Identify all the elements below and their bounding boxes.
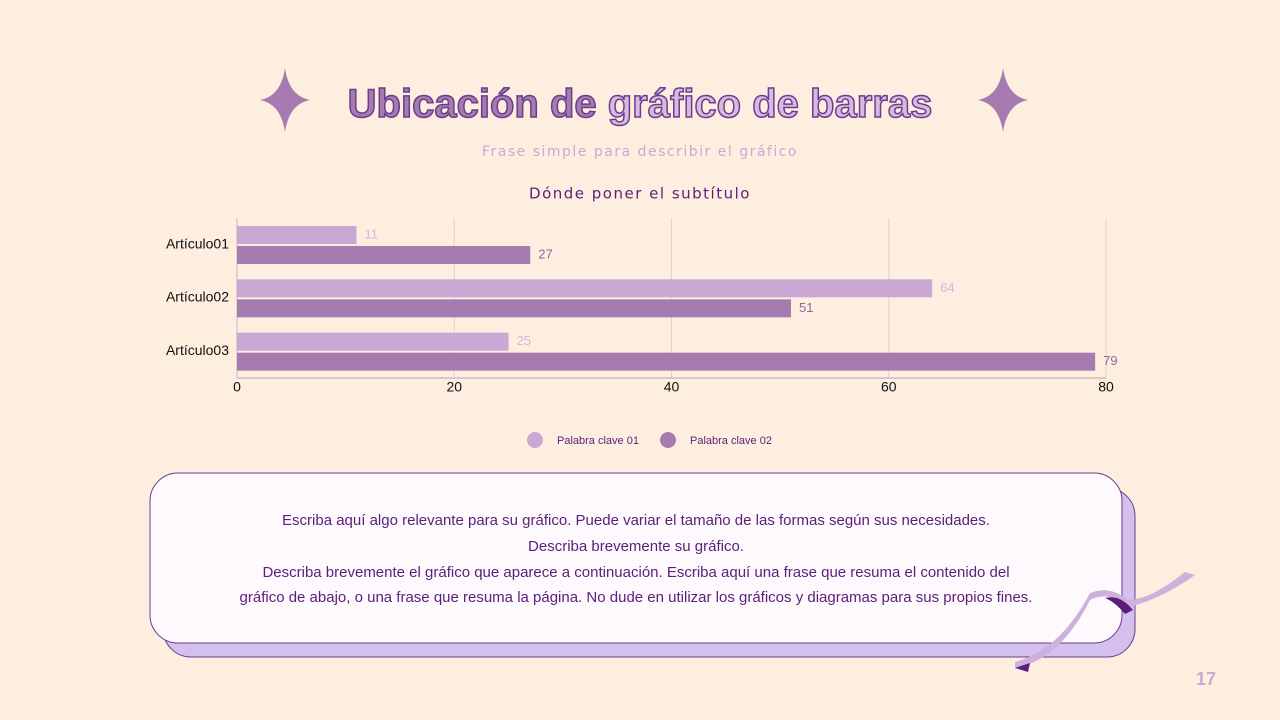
title-part: gráfico de barras	[608, 82, 933, 126]
legend-marker	[660, 432, 676, 448]
sparkle	[978, 68, 1028, 132]
x-tick-label: 0	[233, 379, 241, 395]
bar	[237, 246, 531, 264]
data-label: 64	[940, 280, 954, 295]
description-line: gráfico de abajo, o una frase que resuma…	[240, 589, 1033, 606]
y-tick-label: Artículo02	[166, 289, 229, 305]
data-label: 11	[364, 226, 378, 241]
x-tick-label: 80	[1098, 379, 1114, 395]
legend-marker	[527, 432, 543, 448]
page-number: 17	[1196, 669, 1216, 689]
bar	[237, 299, 791, 318]
ribbon	[1015, 572, 1195, 668]
description-line: Describa brevemente su gráfico.	[528, 538, 744, 555]
y-tick-label: Artículo01	[166, 235, 229, 251]
chart: 0 20 40 60 80 Artículo01 11 27 Artículo02 64 51 Art…	[166, 218, 1118, 448]
bar	[237, 352, 1096, 371]
data-label: 27	[538, 246, 552, 261]
bar	[237, 279, 933, 298]
description-line: Describa brevemente el gráfico que apare…	[262, 564, 1009, 581]
data-label: 51	[799, 300, 813, 315]
bar	[237, 332, 509, 351]
bar	[237, 226, 357, 244]
slide-title: Ubicación de gráfico de barras	[348, 82, 933, 126]
description-line: Escriba aquí algo relevante para su gráf…	[282, 512, 990, 529]
data-label: 25	[517, 333, 531, 348]
description: Escriba aquí algo relevante para su gráf…	[240, 512, 1033, 606]
x-tick-label: 20	[446, 379, 462, 395]
slide-subtitle: Frase simple para describir el gráfico	[482, 144, 798, 160]
x-tick-label: 60	[881, 379, 897, 395]
ribbon-fold	[1015, 663, 1030, 672]
sparkle	[260, 68, 310, 132]
card	[149, 472, 1123, 644]
ribbon-fold	[1105, 597, 1133, 614]
title-part: Ubicación de	[348, 82, 597, 126]
x-tick-label: 40	[664, 379, 680, 395]
legend-label: Palabra clave 01	[557, 435, 639, 447]
legend-label: Palabra clave 02	[690, 435, 772, 447]
data-label: 79	[1103, 353, 1117, 368]
y-tick-label: Artículo03	[166, 342, 229, 358]
chart-title: Dónde poner el subtítulo	[529, 185, 751, 203]
